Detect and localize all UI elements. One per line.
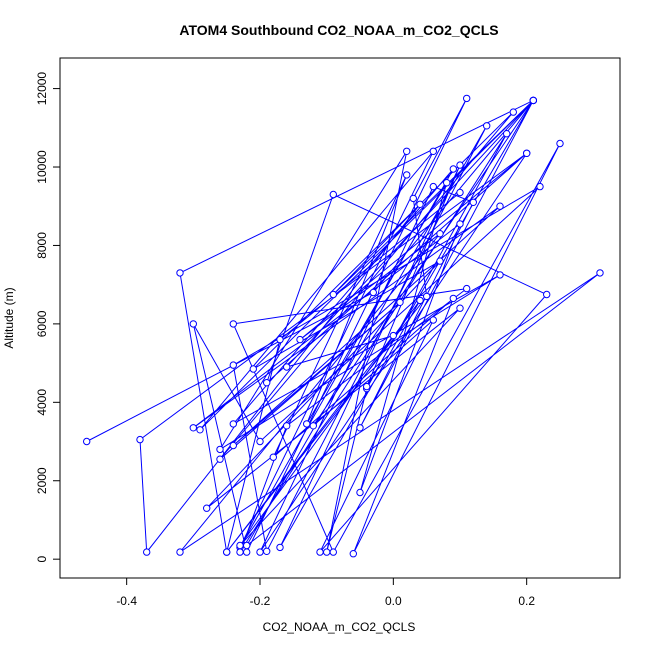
data-point (249, 365, 258, 373)
y-tick-label: 0 (35, 556, 49, 563)
data-point (443, 179, 451, 187)
data-point (176, 548, 184, 556)
data-point (356, 488, 364, 497)
data-point (143, 548, 151, 556)
data-point (449, 294, 457, 303)
data-point (263, 547, 271, 555)
data-point (223, 548, 231, 556)
data-point (463, 94, 471, 103)
data-point (196, 426, 204, 434)
data-point (276, 543, 284, 552)
data-point (436, 230, 444, 238)
data-point (236, 541, 244, 550)
data-point (389, 331, 397, 340)
data-point (229, 361, 238, 369)
y-tick-label: 8000 (35, 232, 49, 259)
data-point (296, 335, 304, 344)
data-point (396, 298, 404, 306)
data-point (276, 335, 284, 344)
data-point (456, 188, 464, 197)
data-point (329, 548, 337, 556)
data-point (303, 420, 311, 428)
x-axis: -0.4 -0.2 0.0 0.2 (116, 577, 535, 608)
y-tick-label: 6000 (35, 310, 49, 337)
data-point (416, 296, 424, 305)
data-point (216, 445, 224, 454)
data-point (229, 420, 238, 428)
y-axis-label: Altitude (m) (2, 287, 16, 348)
data-point (189, 424, 198, 432)
y-axis: 0 2000 4000 6000 8000 10000 12000 (35, 72, 61, 563)
data-point (543, 290, 551, 299)
data-point (403, 147, 411, 156)
data-point (409, 194, 417, 203)
y-tick-label: 10000 (35, 150, 49, 184)
data-point (309, 422, 317, 430)
data-point (423, 292, 431, 301)
data-point (243, 548, 251, 556)
data-point (329, 190, 337, 199)
data-point (429, 147, 437, 156)
data-point (229, 320, 238, 328)
data-point (503, 130, 511, 138)
data-point (463, 284, 471, 293)
data-point (556, 139, 564, 148)
data-point (203, 504, 211, 512)
data-point (523, 149, 531, 158)
x-axis-label: CO2_NOAA_m_CO2_QCLS (263, 620, 416, 634)
data-point (256, 548, 264, 556)
data-point (269, 453, 277, 461)
data-point (263, 379, 271, 387)
data-point (416, 200, 424, 209)
data-point (83, 437, 91, 446)
data-point (469, 198, 477, 207)
data-point (329, 290, 337, 299)
data-point (536, 182, 544, 191)
data-point (229, 441, 238, 450)
x-tick-label: -0.2 (250, 594, 271, 608)
data-point (256, 437, 264, 446)
chart-title: ATOM4 Southbound CO2_NOAA_m_CO2_QCLS (179, 22, 498, 38)
y-tick-label: 4000 (35, 389, 49, 416)
x-tick-label: 0.0 (385, 594, 402, 608)
data-point (323, 548, 331, 556)
x-tick-label: 0.2 (518, 594, 535, 608)
data-layer (83, 94, 604, 558)
data-point (456, 220, 464, 228)
data-point (176, 269, 184, 277)
data-point (363, 382, 371, 391)
data-point (496, 202, 504, 210)
data-point (456, 161, 464, 169)
data-point (349, 550, 357, 558)
data-point (403, 171, 411, 179)
data-point (189, 320, 198, 328)
data-point (436, 257, 444, 265)
data-point (316, 548, 324, 556)
data-point (136, 435, 144, 444)
series-line (86, 98, 601, 554)
data-point (236, 548, 244, 556)
data-point (216, 455, 224, 463)
data-point (356, 424, 364, 432)
y-tick-label: 12000 (35, 72, 49, 106)
data-point (449, 165, 457, 173)
data-point (509, 108, 517, 116)
data-point (456, 304, 464, 312)
data-point (429, 316, 437, 324)
data-point (283, 422, 291, 430)
y-tick-label: 2000 (35, 467, 49, 494)
data-point (243, 541, 251, 550)
data-point (596, 269, 604, 277)
data-point (369, 288, 377, 297)
data-point (496, 271, 504, 279)
data-point (283, 363, 291, 371)
data-point (483, 122, 491, 130)
data-point (429, 182, 437, 191)
x-tick-label: -0.4 (116, 594, 137, 608)
data-point (529, 96, 537, 105)
